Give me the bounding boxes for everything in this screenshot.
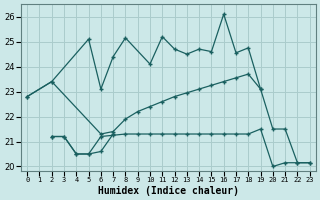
X-axis label: Humidex (Indice chaleur): Humidex (Indice chaleur) [98, 186, 239, 196]
